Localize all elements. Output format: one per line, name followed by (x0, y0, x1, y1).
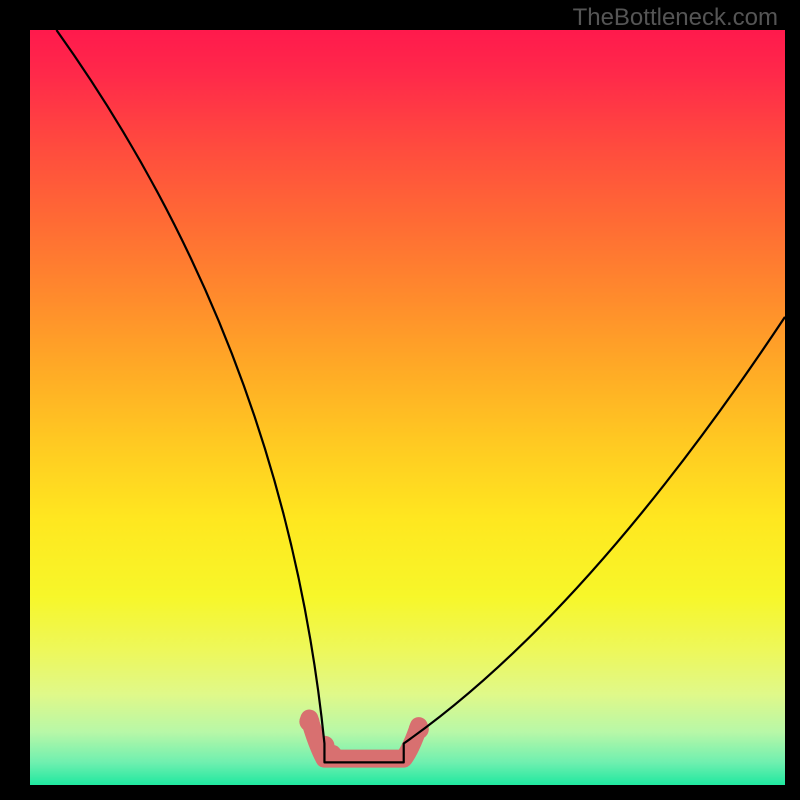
chart-container: TheBottleneck.com (0, 0, 800, 800)
gradient-background (30, 30, 785, 785)
watermark-text: TheBottleneck.com (573, 4, 778, 32)
